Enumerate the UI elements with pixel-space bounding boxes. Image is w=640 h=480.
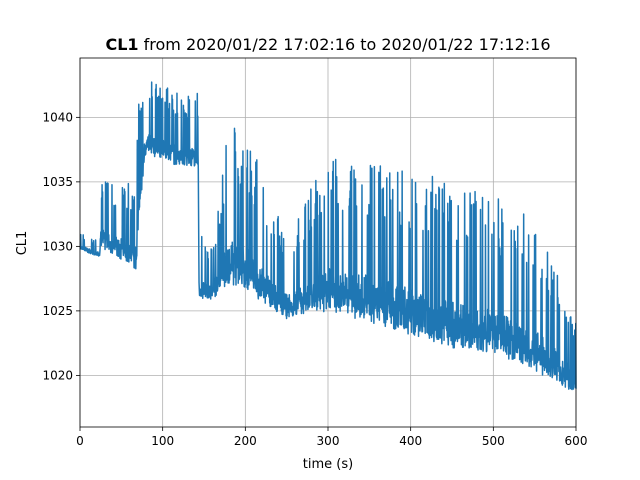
series-line [79,81,577,391]
x-tick-label: 200 [234,434,257,448]
x-tick-label: 600 [565,434,588,448]
chart-title-rest: from 2020/01/22 17:02:16 to 2020/01/22 1… [139,35,551,54]
y-tick-label: 1040 [42,110,73,124]
y-tick-label: 1030 [42,239,73,253]
x-tick-label: 300 [317,434,340,448]
x-tick-label: 400 [399,434,422,448]
x-tick-label: 500 [482,434,505,448]
y-tick-label: 1020 [42,368,73,382]
y-tick-label: 1035 [42,175,73,189]
chart-title-bold: CL1 [105,35,138,54]
y-tick-label: 1025 [42,304,73,318]
x-axis-ticks: 0 100 200 300 400 500 600 [76,427,587,448]
x-tick-label: 100 [151,434,174,448]
x-tick-label: 0 [76,434,84,448]
data-series [79,81,577,391]
y-axis-ticks: 1020 1025 1030 1035 1040 [42,110,80,382]
chart-title: CL1 from 2020/01/22 17:02:16 to 2020/01/… [105,35,550,54]
x-axis-label: time (s) [303,457,353,472]
y-axis-label: CL1 [15,231,30,256]
